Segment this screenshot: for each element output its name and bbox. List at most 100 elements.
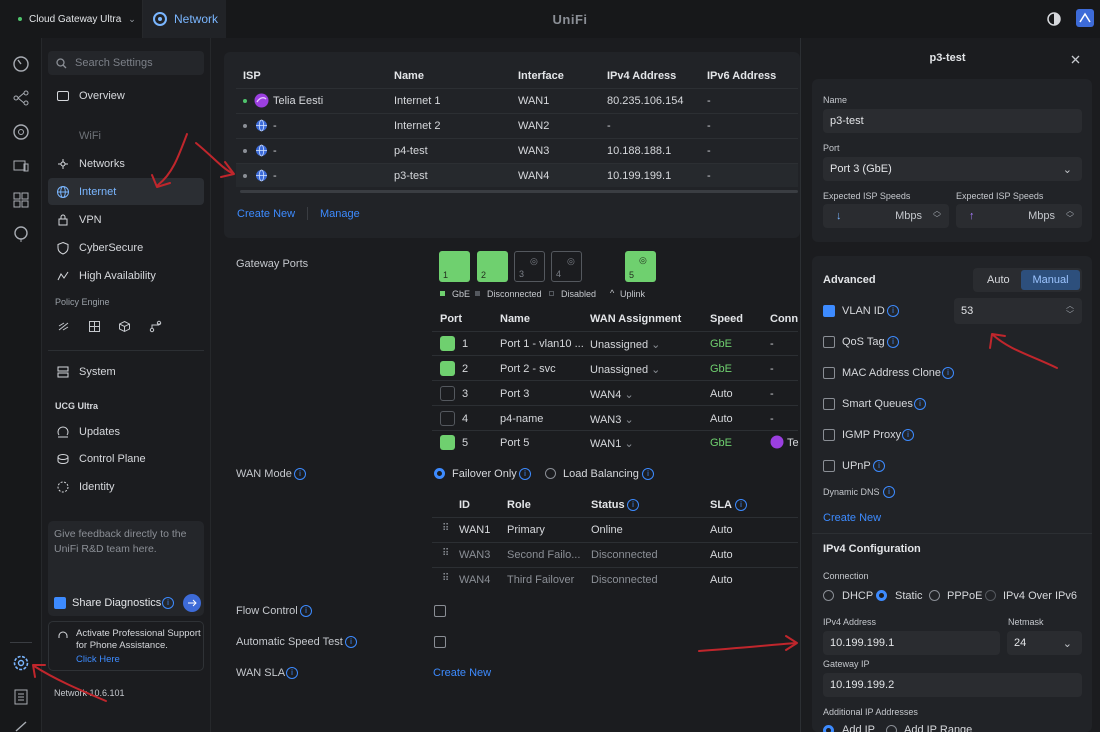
create-new-wan-link[interactable]: Create New bbox=[237, 208, 296, 220]
auto-speed-test-checkbox[interactable] bbox=[434, 636, 446, 648]
upnp-checkbox[interactable] bbox=[823, 460, 835, 472]
support-box[interactable]: Activate Professional Support for Phone … bbox=[48, 621, 204, 671]
search-input[interactable]: Search Settings bbox=[75, 57, 153, 69]
pppoe-radio[interactable] bbox=[929, 590, 940, 601]
static-radio[interactable] bbox=[876, 590, 887, 601]
device-selector[interactable]: Cloud Gateway Ultra ⌄ bbox=[0, 0, 143, 38]
info-icon[interactable]: i bbox=[627, 499, 639, 511]
load-balancing-radio[interactable] bbox=[545, 468, 556, 479]
nav-item-wifi[interactable]: WiFi bbox=[48, 122, 204, 149]
wan-assignment-select[interactable]: WAN4 ⌄ bbox=[590, 388, 634, 401]
info-icon[interactable]: i bbox=[642, 468, 654, 480]
port-2-graphic[interactable]: 2 bbox=[477, 251, 508, 282]
info-icon[interactable]: i bbox=[887, 305, 899, 317]
info-icon[interactable]: i bbox=[294, 468, 306, 480]
wan-assignment-select[interactable]: WAN1 ⌄ bbox=[590, 437, 634, 450]
vlan-id-checkbox[interactable] bbox=[823, 305, 835, 317]
info-icon[interactable]: i bbox=[873, 460, 885, 472]
port-3-graphic[interactable]: ◎ 3 bbox=[514, 251, 545, 282]
wan-name[interactable]: p3-test bbox=[394, 170, 428, 182]
nav-item-networks[interactable]: Networks bbox=[48, 150, 204, 177]
wan-assignment-select[interactable]: WAN3 ⌄ bbox=[590, 413, 634, 426]
info-icon[interactable]: i bbox=[345, 636, 357, 648]
manual-option[interactable]: Manual bbox=[1021, 270, 1080, 290]
stepper-icon[interactable]: ︿ ﹀ bbox=[1066, 301, 1074, 319]
dhcp-radio[interactable] bbox=[823, 590, 834, 601]
rocket-icon[interactable] bbox=[12, 720, 30, 732]
search-settings[interactable]: Search Settings bbox=[48, 51, 204, 75]
cube-icon[interactable] bbox=[118, 320, 131, 333]
auto-option[interactable]: Auto bbox=[987, 274, 1010, 286]
horizontal-scrollbar[interactable] bbox=[240, 190, 798, 193]
theme-toggle-icon[interactable] bbox=[1047, 12, 1061, 26]
drag-handle-icon[interactable]: ⠿ bbox=[442, 548, 450, 559]
info-icon[interactable]: i bbox=[942, 367, 954, 379]
mac-clone-checkbox[interactable] bbox=[823, 367, 835, 379]
stepper-icon[interactable]: ︿ ﹀ bbox=[1066, 206, 1074, 223]
wan-assignment-select[interactable]: Unassigned ⌄ bbox=[590, 338, 660, 351]
close-icon[interactable] bbox=[1070, 54, 1081, 65]
igmp-proxy-checkbox[interactable] bbox=[823, 429, 835, 441]
info-icon[interactable]: i bbox=[286, 667, 298, 679]
ipv4-over-ipv6-radio[interactable] bbox=[985, 590, 996, 601]
share-diagnostics-checkbox[interactable] bbox=[54, 597, 66, 609]
info-icon[interactable]: i bbox=[519, 468, 531, 480]
auto-manual-toggle[interactable]: Auto Manual bbox=[973, 268, 1082, 292]
flow-control-checkbox[interactable] bbox=[434, 605, 446, 617]
traffic-rules-icon[interactable] bbox=[57, 320, 70, 333]
ipv4-address-input[interactable]: 10.199.199.1 bbox=[823, 631, 1000, 655]
insights-icon[interactable] bbox=[12, 225, 30, 243]
support-link[interactable]: Click Here bbox=[76, 654, 120, 665]
clients-icon[interactable] bbox=[12, 157, 30, 175]
grid-icon[interactable] bbox=[88, 320, 101, 333]
nav-item-high-availability[interactable]: High Availability bbox=[48, 262, 204, 289]
manage-link[interactable]: Manage bbox=[320, 208, 360, 220]
download-speed-input[interactable]: ↓ Mbps ︿ ﹀ bbox=[823, 204, 949, 228]
routes-icon[interactable] bbox=[149, 320, 162, 333]
port-5-graphic[interactable]: ◎ 5 bbox=[625, 251, 656, 282]
gateway-ip-input[interactable]: 10.199.199.2 bbox=[823, 673, 1082, 697]
info-icon[interactable]: i bbox=[883, 486, 895, 498]
wan-name[interactable]: Internet 2 bbox=[394, 120, 441, 132]
info-icon[interactable]: i bbox=[735, 499, 747, 511]
network-app-tab[interactable]: Network bbox=[143, 0, 226, 38]
port-select[interactable]: Port 3 (GbE) ⌄ bbox=[823, 157, 1082, 181]
nav-item-updates[interactable]: Updates bbox=[48, 418, 204, 445]
wan-name[interactable]: Internet 1 bbox=[394, 95, 441, 107]
name-input[interactable]: p3-test bbox=[823, 109, 1082, 133]
nav-item-control-plane[interactable]: Control Plane bbox=[48, 445, 204, 472]
feedback-box[interactable]: Give feedback directly to the UniFi R&D … bbox=[48, 521, 204, 616]
devices-icon[interactable] bbox=[12, 123, 30, 141]
stepper-icon[interactable]: ︿ ﹀ bbox=[933, 206, 941, 223]
nav-item-internet[interactable]: Internet bbox=[48, 178, 204, 205]
user-avatar-icon[interactable] bbox=[1076, 9, 1094, 27]
smart-queues-checkbox[interactable] bbox=[823, 398, 835, 410]
info-icon[interactable]: i bbox=[914, 398, 926, 410]
netmask-select[interactable]: 24 ⌄ bbox=[1007, 631, 1082, 655]
info-icon[interactable]: i bbox=[300, 605, 312, 617]
nav-item-system[interactable]: System bbox=[48, 358, 204, 385]
dashboard-icon[interactable] bbox=[12, 55, 30, 73]
info-icon[interactable]: i bbox=[887, 336, 899, 348]
port-1-graphic[interactable]: 1 bbox=[439, 251, 470, 282]
add-ip-radio[interactable] bbox=[823, 725, 834, 732]
settings-gear-icon[interactable] bbox=[12, 654, 30, 672]
info-icon[interactable]: i bbox=[162, 597, 174, 609]
nav-item-vpn[interactable]: VPN bbox=[48, 206, 204, 233]
drag-handle-icon[interactable]: ⠿ bbox=[442, 523, 450, 534]
add-ip-range-radio[interactable] bbox=[886, 725, 897, 732]
send-feedback-button[interactable] bbox=[183, 594, 201, 612]
ports-icon[interactable] bbox=[12, 191, 30, 209]
dynamic-dns-create-new[interactable]: Create New bbox=[823, 512, 882, 524]
nav-item-cybersecure[interactable]: CyberSecure bbox=[48, 234, 204, 261]
wan-sla-create-new-link[interactable]: Create New bbox=[433, 667, 492, 679]
upload-speed-input[interactable]: ↑ Mbps ︿ ﹀ bbox=[956, 204, 1082, 228]
wan-assignment-select[interactable]: Unassigned ⌄ bbox=[590, 363, 660, 376]
topology-icon[interactable] bbox=[12, 89, 30, 107]
drag-handle-icon[interactable]: ⠿ bbox=[442, 573, 450, 584]
info-icon[interactable]: i bbox=[902, 429, 914, 441]
vlan-id-input[interactable]: 53 ︿ ﹀ bbox=[954, 298, 1082, 324]
logs-icon[interactable] bbox=[12, 688, 30, 706]
wan-name[interactable]: p4-test bbox=[394, 145, 428, 157]
port-4-graphic[interactable]: ◎ 4 bbox=[551, 251, 582, 282]
